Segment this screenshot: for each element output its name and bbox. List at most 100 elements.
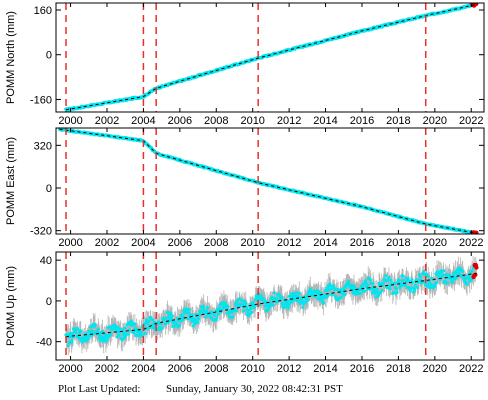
x-tick-label: 2006 [168,237,192,249]
data-point [401,278,405,283]
data-point [90,329,94,333]
x-tick-label: 2002 [95,363,119,375]
trend-line [59,128,477,234]
x-tick-label: 2012 [277,237,301,249]
data-point [204,315,208,319]
x-tick-label: 2016 [350,363,374,375]
data-point [407,279,411,283]
data-point [70,339,74,343]
data-point [297,291,301,295]
data-point [361,285,365,289]
data-point [363,279,367,283]
data-point [461,269,465,273]
x-tick-label: 2014 [313,237,337,249]
data-point [139,330,143,334]
data-point [248,312,252,316]
x-tick-label: 2008 [204,363,228,375]
data-point [294,291,298,295]
y-tick-label: 40 [40,255,52,267]
data-point [465,282,469,286]
data-point [167,315,171,319]
data-point [406,276,410,280]
data-point [96,327,100,331]
x-tick-label: 2022 [459,237,483,249]
data-point [408,289,412,293]
y-tick-label: 0 [46,50,52,62]
data-point [301,305,305,309]
data-point [339,288,343,292]
x-tick-label: 2010 [240,237,264,249]
latest-point [474,265,479,270]
data-point [121,328,125,332]
data-point [445,281,449,285]
data-point [77,336,81,340]
data-point [371,281,375,286]
data-point [328,284,333,288]
data-point [116,325,120,329]
data-point [381,282,386,286]
y-tick-label: -40 [36,337,52,349]
data-point [287,302,291,307]
data-point [250,310,254,314]
data-point [330,293,334,297]
data-point [282,306,286,310]
x-tick-label: 2006 [168,363,192,375]
data-point [319,291,323,295]
data-point [196,321,200,325]
data-point [175,322,179,326]
data-point [79,329,83,333]
data-point [86,337,90,341]
data-point [249,306,253,310]
observations [64,3,478,112]
x-tick-label: 2014 [313,363,337,375]
data-point [285,299,289,303]
data-point [344,285,348,289]
observations [57,128,479,234]
footer-timestamp: Sunday, January 30, 2022 08:42:31 PST [166,383,343,395]
data-point [166,310,170,315]
data-point [308,287,312,291]
data-point [375,287,379,292]
x-tick-label: 2020 [423,115,447,127]
data-point [415,285,419,289]
data-point [215,316,219,320]
data-point [368,278,372,282]
y-tick-label: 160 [34,5,52,17]
data-point [93,322,97,326]
data-point [336,288,340,292]
data-point [286,306,290,310]
data-point [436,274,440,278]
data-point [143,332,147,336]
data-point [397,279,401,283]
data-point [146,319,151,323]
data-point [213,313,217,317]
y-tick-label: -320 [30,226,52,238]
data-point [120,338,124,342]
data-point [226,304,230,308]
data-point [202,304,206,308]
latest-point [474,3,479,7]
data-point [401,274,405,278]
plot-frame [55,251,485,361]
data-point [324,296,328,300]
data-point [297,295,301,299]
x-tick-label: 2000 [58,115,82,127]
plot-area [64,3,479,112]
x-tick-label: 2018 [386,237,410,249]
data-point [380,288,384,293]
data-point [366,283,370,287]
x-tick-label: 2020 [423,237,447,249]
data-point [387,276,391,280]
data-point [231,315,235,319]
data-point [209,316,213,320]
x-tick-label: 2012 [277,363,301,375]
data-point [384,274,388,278]
x-tick-label: 2010 [240,115,264,127]
x-tick-label: 2018 [386,363,410,375]
x-tick-label: 2012 [277,115,301,127]
data-point [393,281,397,286]
data-point [74,330,78,334]
y-axis-label: POMM Up (mm) [5,266,17,346]
data-point [318,296,322,300]
data-point [292,297,296,301]
